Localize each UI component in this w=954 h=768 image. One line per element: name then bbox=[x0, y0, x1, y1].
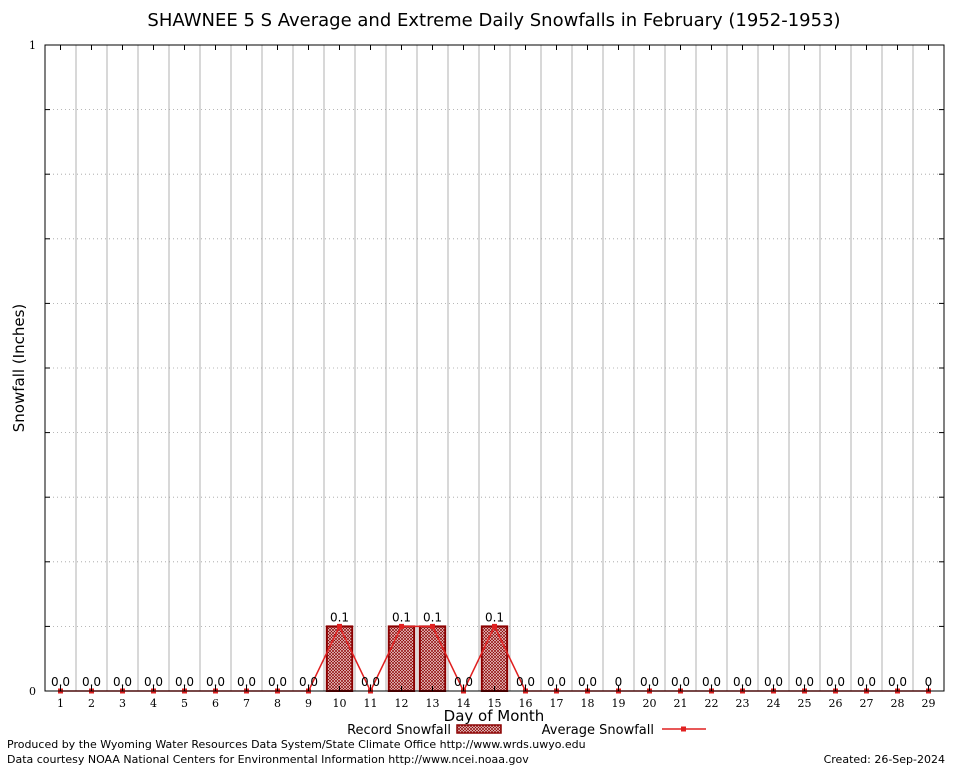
x-tick-label-20: 20 bbox=[643, 697, 657, 710]
data-label-day-10: 0.1 bbox=[330, 610, 349, 624]
average-point-day-10 bbox=[337, 623, 342, 629]
x-tick-label-23: 23 bbox=[736, 697, 750, 710]
x-tick-label-24: 24 bbox=[767, 697, 781, 710]
x-tick-label-22: 22 bbox=[705, 697, 719, 710]
record-bar-day-10 bbox=[325, 625, 354, 693]
footer-data-source: Data courtesy NOAA National Centers for … bbox=[7, 753, 529, 766]
x-tick-label-11: 11 bbox=[364, 697, 378, 710]
record-bar-day-13 bbox=[418, 625, 447, 693]
data-label-day-2: 0.0 bbox=[82, 675, 101, 689]
data-label-day-27: 0.0 bbox=[857, 675, 876, 689]
y-tick-label-min: 0 bbox=[29, 685, 36, 698]
x-tick-label-7: 7 bbox=[243, 697, 250, 710]
data-label-day-16: 0.0 bbox=[516, 675, 535, 689]
y-axis-label: Snowfall (Inches) bbox=[10, 304, 28, 432]
x-tick-label-17: 17 bbox=[550, 697, 564, 710]
x-tick-label-29: 29 bbox=[922, 697, 936, 710]
x-tick-label-2: 2 bbox=[88, 697, 95, 710]
data-label-day-26: 0.0 bbox=[826, 675, 845, 689]
data-label-day-23: 0.0 bbox=[733, 675, 752, 689]
x-tick-label-10: 10 bbox=[333, 697, 347, 710]
data-label-day-17: 0.0 bbox=[547, 675, 566, 689]
x-tick-label-25: 25 bbox=[798, 697, 812, 710]
data-label-day-18: 0.0 bbox=[578, 675, 597, 689]
x-tick-label-4: 4 bbox=[150, 697, 157, 710]
data-label-day-21: 0.0 bbox=[671, 675, 690, 689]
data-label-day-19: 0 bbox=[615, 675, 623, 689]
data-label-day-3: 0.0 bbox=[113, 675, 132, 689]
legend-record-swatch bbox=[456, 724, 502, 734]
x-tick-label-15: 15 bbox=[488, 697, 502, 710]
data-label-day-15: 0.1 bbox=[485, 610, 504, 624]
data-label-day-7: 0.0 bbox=[237, 675, 256, 689]
x-tick-label-19: 19 bbox=[612, 697, 626, 710]
data-label-day-28: 0.0 bbox=[888, 675, 907, 689]
footer-created-date: Created: 26-Sep-2024 bbox=[823, 753, 945, 766]
data-label-day-9: 0.0 bbox=[299, 675, 318, 689]
x-tick-label-12: 12 bbox=[395, 697, 409, 710]
legend-average-label: Average Snowfall bbox=[542, 723, 654, 738]
axis-ticks: 1 2 3 4 5 6 7 8 9 10 11 12 13 14 15 16 17 18 19 20 21 22 23 24 2… bbox=[29, 39, 944, 710]
y-tick-label-max: 1 bbox=[29, 39, 36, 52]
data-label-day-11: 0.0 bbox=[361, 675, 380, 689]
data-label-day-4: 0.0 bbox=[144, 675, 163, 689]
record-bar-day-15 bbox=[480, 625, 509, 693]
footer-producer: Produced by the Wyoming Water Resources … bbox=[7, 738, 586, 751]
data-label-day-8: 0.0 bbox=[268, 675, 287, 689]
legend-average-marker bbox=[681, 726, 686, 732]
data-label-day-14: 0.0 bbox=[454, 675, 473, 689]
x-tick-label-9: 9 bbox=[305, 697, 312, 710]
average-point-day-12 bbox=[399, 623, 404, 629]
data-label-day-24: 0.0 bbox=[764, 675, 783, 689]
x-tick-label-16: 16 bbox=[519, 697, 533, 710]
x-tick-label-1: 1 bbox=[57, 697, 64, 710]
data-label-day-25: 0.0 bbox=[795, 675, 814, 689]
x-axis-label: Day of Month bbox=[444, 707, 545, 725]
x-tick-label-26: 26 bbox=[829, 697, 843, 710]
x-tick-label-5: 5 bbox=[181, 697, 188, 710]
x-tick-label-27: 27 bbox=[860, 697, 874, 710]
data-label-day-20: 0.0 bbox=[640, 675, 659, 689]
x-tick-label-3: 3 bbox=[119, 697, 126, 710]
x-tick-label-13: 13 bbox=[426, 697, 440, 710]
data-label-day-5: 0.0 bbox=[175, 675, 194, 689]
average-point-day-15 bbox=[492, 623, 497, 629]
legend: Record Snowfall Average Snowfall bbox=[347, 723, 706, 738]
data-label-day-13: 0.1 bbox=[423, 610, 442, 624]
record-bar-day-12 bbox=[387, 625, 416, 693]
x-tick-label-18: 18 bbox=[581, 697, 595, 710]
average-point-day-13 bbox=[430, 623, 435, 629]
x-tick-label-14: 14 bbox=[457, 697, 471, 710]
data-label-day-22: 0.0 bbox=[702, 675, 721, 689]
data-label-day-1: 0.0 bbox=[51, 675, 70, 689]
grid bbox=[45, 45, 944, 691]
x-tick-label-8: 8 bbox=[274, 697, 281, 710]
data-label-day-6: 0.0 bbox=[206, 675, 225, 689]
x-tick-label-28: 28 bbox=[891, 697, 905, 710]
legend-record-label: Record Snowfall bbox=[347, 723, 451, 738]
chart-title: SHAWNEE 5 S Average and Extreme Daily Sn… bbox=[147, 10, 840, 31]
data-label-day-29: 0 bbox=[925, 675, 933, 689]
x-tick-label-21: 21 bbox=[674, 697, 688, 710]
x-tick-label-6: 6 bbox=[212, 697, 219, 710]
data-label-day-12: 0.1 bbox=[392, 610, 411, 624]
data-labels: 0.0 0.0 0.0 0.0 0.0 0.0 0.0 0.0 0.0 0.1 0.0 0.1 0.1 0… bbox=[51, 610, 932, 689]
